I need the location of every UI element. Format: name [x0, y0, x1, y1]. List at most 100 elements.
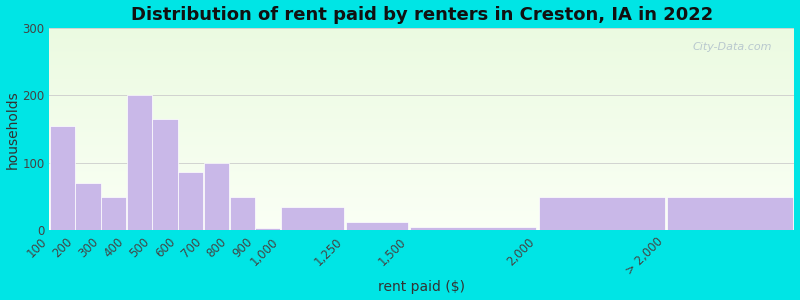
Bar: [50, 200, 794, 201]
Bar: [50, 42, 794, 43]
Bar: [50, 129, 794, 130]
Bar: [50, 114, 794, 115]
Bar: [50, 96, 794, 97]
Bar: [50, 47, 794, 48]
Bar: [50, 227, 794, 228]
Bar: [50, 153, 794, 154]
Bar: [50, 98, 794, 99]
Bar: [50, 110, 794, 111]
Bar: [50, 192, 794, 193]
Bar: [50, 177, 794, 178]
Bar: [50, 99, 794, 100]
Bar: [50, 51, 794, 52]
Bar: [50, 180, 794, 181]
Bar: [50, 175, 794, 176]
Bar: [50, 29, 794, 30]
Bar: [50, 48, 794, 49]
Bar: [50, 76, 794, 77]
Bar: [50, 190, 794, 191]
Bar: [50, 122, 794, 123]
Bar: [50, 60, 794, 61]
Bar: [50, 115, 794, 116]
Bar: [50, 85, 794, 86]
Bar: [50, 56, 794, 57]
Bar: [50, 221, 794, 222]
Bar: [50, 93, 794, 94]
Bar: [50, 174, 794, 175]
Bar: [153, 119, 178, 230]
Bar: [50, 195, 794, 196]
Bar: [50, 50, 794, 51]
Bar: [50, 109, 794, 110]
Bar: [50, 100, 794, 101]
Bar: [50, 111, 794, 112]
Bar: [50, 127, 794, 128]
Bar: [50, 171, 794, 172]
Bar: [50, 82, 794, 84]
Bar: [50, 222, 794, 223]
Bar: [50, 57, 794, 58]
Bar: [50, 121, 794, 122]
Bar: [50, 117, 794, 118]
Bar: [50, 92, 794, 93]
X-axis label: rent paid ($): rent paid ($): [378, 280, 466, 294]
Bar: [50, 197, 794, 198]
Bar: [50, 224, 794, 225]
Bar: [50, 45, 794, 46]
Bar: [346, 222, 409, 230]
Bar: [50, 80, 794, 82]
Bar: [50, 71, 794, 72]
Bar: [50, 165, 794, 166]
Bar: [50, 32, 794, 33]
Bar: [50, 205, 794, 206]
Bar: [50, 163, 794, 164]
Bar: [50, 172, 794, 173]
Bar: [50, 161, 794, 163]
Bar: [50, 116, 794, 117]
Bar: [50, 145, 794, 146]
Bar: [50, 194, 794, 195]
Bar: [50, 33, 794, 34]
Bar: [410, 227, 536, 230]
Bar: [50, 113, 794, 114]
Bar: [50, 147, 794, 148]
Bar: [282, 207, 344, 230]
Bar: [50, 203, 794, 204]
Bar: [50, 141, 794, 142]
Bar: [50, 131, 794, 132]
Bar: [50, 55, 794, 56]
Bar: [50, 87, 794, 88]
Bar: [50, 74, 794, 76]
Bar: [50, 136, 794, 137]
Bar: [50, 59, 794, 60]
Bar: [50, 65, 794, 66]
Bar: [50, 211, 794, 212]
Bar: [50, 183, 794, 184]
Bar: [50, 39, 794, 40]
Bar: [50, 34, 794, 35]
Bar: [50, 166, 794, 167]
Bar: [50, 94, 794, 95]
Bar: [50, 30, 794, 31]
Bar: [50, 179, 794, 180]
Bar: [50, 155, 794, 157]
Bar: [50, 206, 794, 207]
Bar: [50, 104, 794, 105]
Bar: [50, 157, 794, 158]
Bar: [50, 202, 794, 203]
Bar: [50, 217, 794, 218]
Bar: [50, 119, 794, 120]
Bar: [50, 154, 794, 155]
Bar: [50, 167, 794, 168]
Y-axis label: households: households: [6, 90, 19, 169]
Bar: [50, 138, 794, 139]
Bar: [50, 46, 794, 47]
Bar: [50, 137, 794, 138]
Bar: [50, 218, 794, 219]
Bar: [50, 35, 794, 36]
Bar: [50, 201, 794, 202]
Bar: [50, 58, 794, 59]
Bar: [50, 68, 794, 69]
Bar: [50, 193, 794, 194]
Bar: [50, 173, 794, 174]
